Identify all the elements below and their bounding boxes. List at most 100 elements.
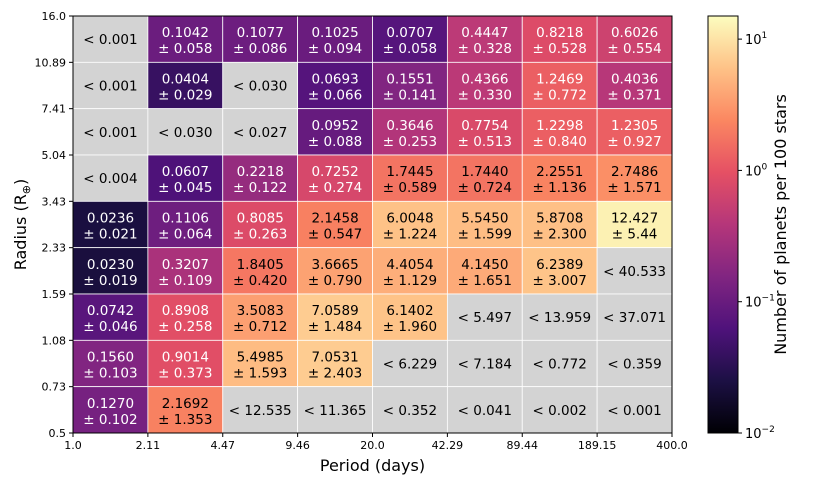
heatmap-cell <box>297 200 373 249</box>
cell-uncertainty: ± 0.589 <box>383 180 437 196</box>
cell-value: 1.2469 <box>536 72 583 88</box>
heatmap-cell <box>222 200 299 249</box>
heatmap-cell <box>596 386 673 434</box>
cell-value: 0.1106 <box>162 211 209 227</box>
cell-value: 0.7252 <box>311 164 358 180</box>
cell-uncertainty: ± 0.109 <box>158 273 212 289</box>
cell-value: 1.7440 <box>461 164 508 180</box>
cell-upper-limit: < 0.359 <box>607 357 661 373</box>
cell-value: 0.0707 <box>386 25 433 41</box>
heatmap-cell <box>446 200 523 249</box>
cell-uncertainty: ± 0.046 <box>83 319 137 335</box>
heatmap-cell <box>147 293 224 341</box>
cell-upper-limit: < 0.030 <box>233 79 287 95</box>
cell-uncertainty: ± 0.274 <box>308 180 362 196</box>
cell-value: 4.4054 <box>386 257 433 273</box>
y-axis-label: Radius (R⊕) <box>11 179 33 271</box>
x-tick-label: 89.44 <box>507 439 539 452</box>
heatmap-cell <box>372 293 448 341</box>
x-tick-label: 20.0 <box>360 439 385 452</box>
cell-value: 7.0589 <box>311 303 358 319</box>
cell-value: 0.2218 <box>237 164 284 180</box>
colorbar-gradient <box>707 15 739 434</box>
cell-uncertainty: ± 1.353 <box>158 412 212 428</box>
heatmap-cell <box>521 293 598 341</box>
cell-value: 6.1402 <box>386 303 433 319</box>
cell-uncertainty: ± 0.122 <box>233 180 287 196</box>
heatmap-cell <box>222 154 299 202</box>
heatmap-cell <box>446 61 523 110</box>
heatmap-cell <box>297 15 373 63</box>
cell-uncertainty: ± 1.484 <box>308 319 362 335</box>
heatmap-cell <box>297 154 373 202</box>
colorbar-label: Number of planets per 100 stars <box>771 94 790 355</box>
y-tick-label: 2.33 <box>42 242 67 255</box>
cell-uncertainty: ± 0.258 <box>158 319 212 335</box>
cell-uncertainty: ± 0.102 <box>83 412 137 428</box>
cell-value: 12.427 <box>611 211 658 227</box>
cell-value: 0.4447 <box>461 25 508 41</box>
cell-value: 0.1025 <box>311 25 358 41</box>
cell-value: 0.1042 <box>162 25 209 41</box>
heatmap-cell <box>297 386 373 434</box>
cell-uncertainty: ± 1.129 <box>383 273 437 289</box>
heatmap-cell <box>521 154 598 202</box>
heatmap-cell <box>521 108 598 156</box>
cell-uncertainty: ± 1.593 <box>233 366 287 382</box>
cell-upper-limit: < 0.027 <box>233 125 287 141</box>
cell-value: 3.6665 <box>311 257 358 273</box>
y-axis: 0.5 0.73 1.08 1.59 2.33 3.43 5.04 7.41 10.89 16.0 <box>35 10 73 440</box>
cell-uncertainty: ± 0.253 <box>383 134 437 150</box>
heatmap-cell <box>596 247 673 295</box>
heatmap-cell <box>72 293 149 341</box>
y-tick-label: 0.5 <box>49 427 67 440</box>
cell-uncertainty: ± 0.019 <box>83 273 137 289</box>
cell-uncertainty: ± 0.513 <box>458 134 512 150</box>
heatmap-cell <box>372 247 448 295</box>
cell-value: 3.5083 <box>237 303 284 319</box>
heatmap-cell <box>72 15 149 63</box>
cell-value: 0.0236 <box>87 211 134 227</box>
cell-value: 1.2305 <box>611 118 658 134</box>
cell-uncertainty: ± 1.651 <box>458 273 512 289</box>
cell-value: 0.3207 <box>162 257 209 273</box>
cell-value: 0.0952 <box>311 118 358 134</box>
x-axis-label: Period (days) <box>320 456 425 475</box>
heatmap-cell <box>222 386 299 434</box>
cell-uncertainty: ± 0.066 <box>308 88 362 104</box>
cell-uncertainty: ± 0.045 <box>158 180 212 196</box>
cell-value: 0.0607 <box>162 164 209 180</box>
y-tick-label: 1.08 <box>42 334 67 347</box>
cell-upper-limit: < 11.365 <box>304 403 367 419</box>
y-tick-label: 5.04 <box>42 149 67 162</box>
cell-uncertainty: ± 0.547 <box>308 227 362 243</box>
heatmap-cell <box>222 339 299 388</box>
cell-uncertainty: ± 1.571 <box>607 180 661 196</box>
cell-uncertainty: ± 0.021 <box>83 227 137 243</box>
heatmap-cell <box>297 108 373 156</box>
cell-uncertainty: ± 0.528 <box>533 41 587 57</box>
heatmap-cell <box>596 61 673 110</box>
cell-upper-limit: < 13.959 <box>528 310 591 326</box>
cell-value: 0.7754 <box>461 118 508 134</box>
x-tick-label: 400.0 <box>656 439 688 452</box>
cell-value: 0.4036 <box>611 72 658 88</box>
colorbar-tick-label: 10−1 <box>745 294 775 311</box>
heatmap-cell <box>596 339 673 388</box>
cell-value: 0.9014 <box>162 350 209 366</box>
cell-value: 0.8218 <box>536 25 583 41</box>
y-tick-label: 3.43 <box>42 195 67 208</box>
cell-upper-limit: < 0.001 <box>607 403 661 419</box>
cell-uncertainty: ± 0.927 <box>607 134 661 150</box>
cell-value: 5.5450 <box>461 211 508 227</box>
cell-uncertainty: ± 0.772 <box>533 88 587 104</box>
cell-uncertainty: ± 0.086 <box>233 41 287 57</box>
cell-value: 0.6026 <box>611 25 658 41</box>
heatmap-cell <box>521 200 598 249</box>
cell-value: 2.7486 <box>611 164 658 180</box>
cell-uncertainty: ± 0.029 <box>158 88 212 104</box>
cell-uncertainty: ± 1.960 <box>383 319 437 335</box>
heatmap-cell <box>147 247 224 295</box>
cell-uncertainty: ± 0.263 <box>233 227 287 243</box>
